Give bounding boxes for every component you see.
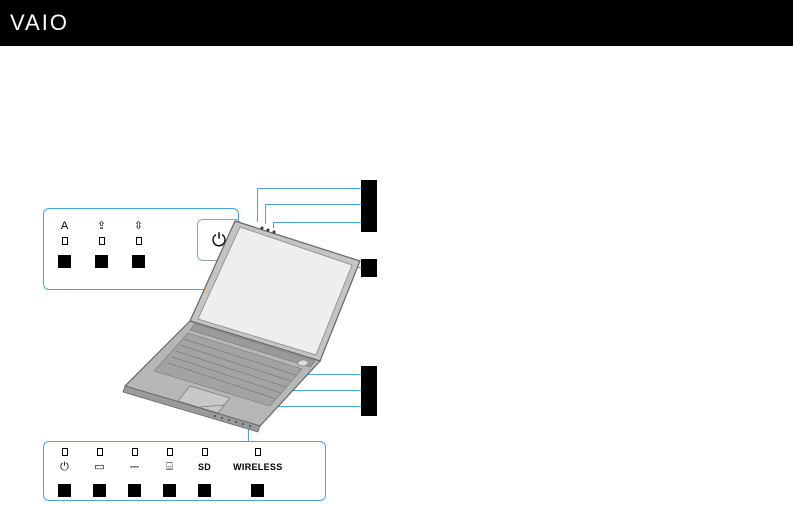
indicator-capslock: ⇪ [95,219,108,268]
indicator-numlock: A [58,219,71,268]
callout-box [95,255,108,268]
memorystick-icon: ⌸ [166,460,173,474]
numlock-icon: A [61,219,68,233]
indicator-led [62,237,68,245]
indicator-sd: SD [198,448,211,497]
indicator-memorystick: ⌸ [163,448,176,497]
indicator-power: ⏻ [58,448,71,497]
callout-box [251,484,264,497]
indicator-led [99,237,105,245]
callout-box [58,255,71,268]
leader-line [265,204,361,205]
indicator-led [97,448,103,456]
indicator-wireless: WIRELESS [233,448,282,497]
laptop-illustration [120,211,380,441]
wireless-label: WIRELESS [233,460,282,474]
callout-box [128,484,141,497]
page-header: VAIO [0,0,793,46]
indicator-battery: ▭ [93,448,106,497]
power-status-icon: ⏻ [60,460,69,474]
battery-icon: ▭ [94,460,104,474]
callout-box [198,484,211,497]
hdd-icon: ⎓ [130,460,139,474]
callout-box [93,484,106,497]
indicator-led [132,448,138,456]
callout-panel-bottom: ⏻ ▭ ⎓ ⌸ SD [43,441,326,501]
callout-box [58,484,71,497]
capslock-icon: ⇪ [97,219,106,233]
leader-line [257,188,361,189]
indicator-led [255,448,261,456]
indicator-led [167,448,173,456]
indicator-led [202,448,208,456]
indicator-hdd: ⎓ [128,448,141,497]
callout-box [163,484,176,497]
diagram-area: A ⇪ ⇳ ⏻ [0,46,793,505]
vaio-logo: VAIO [10,10,69,36]
indicator-led [62,448,68,456]
sd-label: SD [198,460,211,474]
